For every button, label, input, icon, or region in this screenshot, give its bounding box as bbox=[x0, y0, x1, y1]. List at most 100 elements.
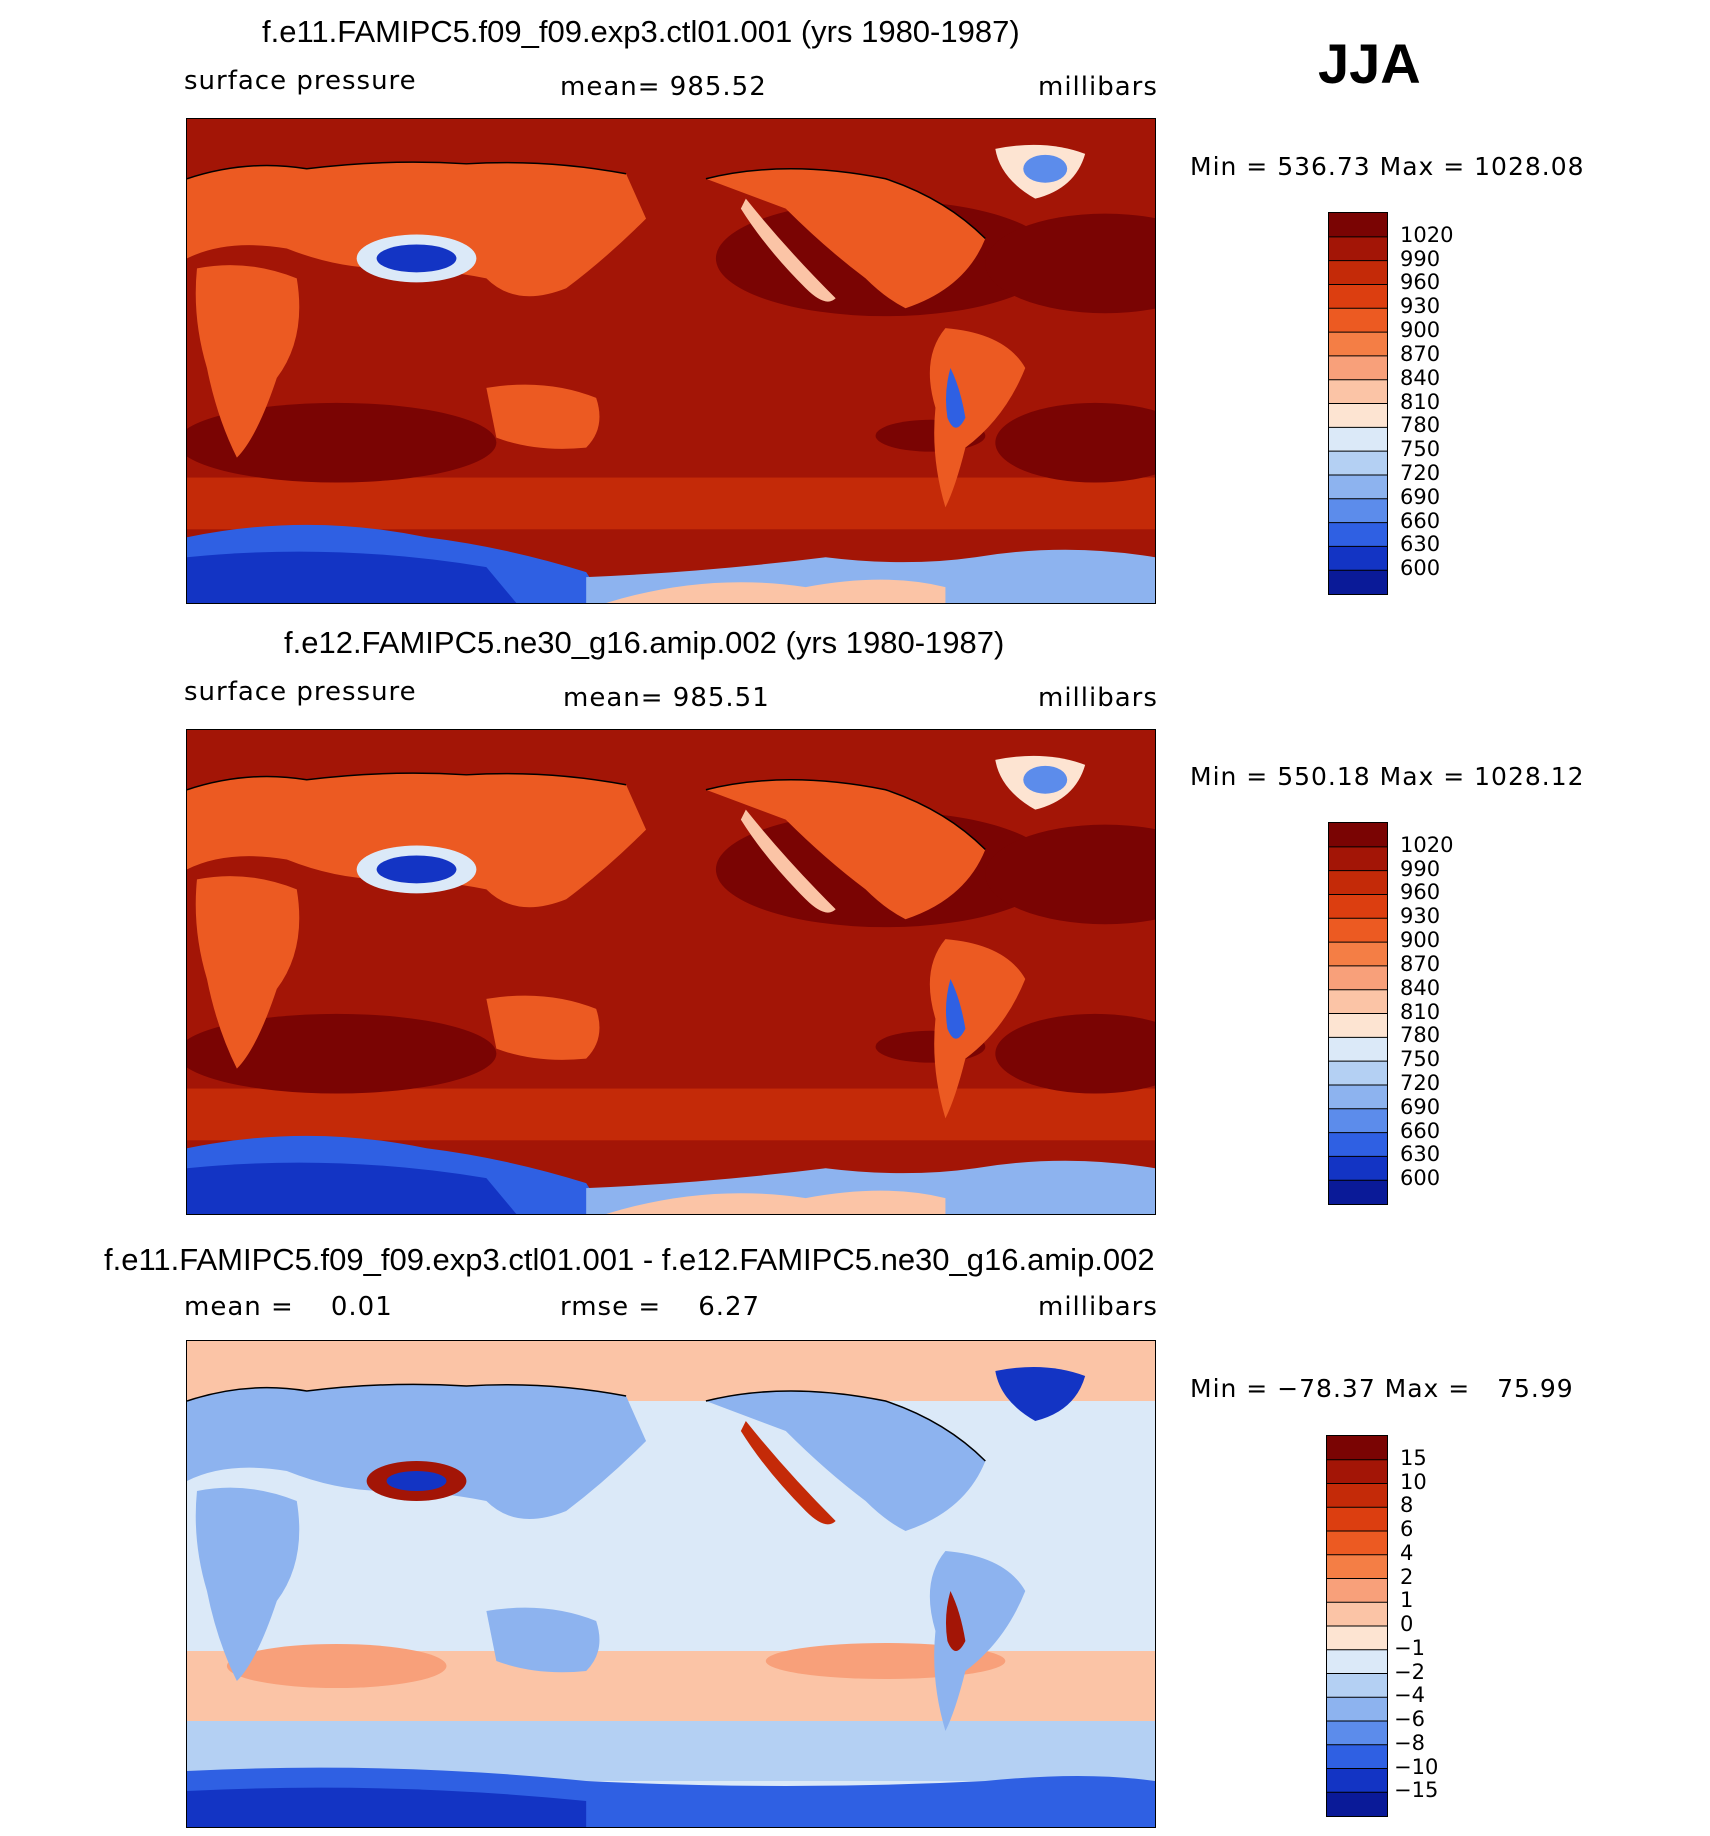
colorbar-swatch bbox=[1327, 1744, 1387, 1769]
colorbar-swatch bbox=[1327, 1697, 1387, 1722]
antarctica-deep bbox=[187, 1162, 517, 1214]
colorbar-tick-label: 900 bbox=[1400, 318, 1441, 343]
colorbar-tick-label: 690 bbox=[1400, 1094, 1441, 1119]
colorbar-swatch bbox=[1329, 918, 1387, 943]
colorbar-swatch bbox=[1329, 474, 1387, 500]
mean-label: mean= 985.52 bbox=[560, 72, 767, 102]
greenland-land bbox=[995, 1367, 1086, 1421]
colorbar bbox=[1328, 822, 1388, 1205]
north-america-land bbox=[705, 168, 986, 309]
colorbar-swatch bbox=[1329, 1037, 1387, 1062]
colorbar bbox=[1328, 212, 1388, 595]
antarctica-deep bbox=[187, 551, 517, 603]
surface-pressure-map bbox=[186, 729, 1156, 1215]
colorbar-tick-label: 6 bbox=[1400, 1517, 1414, 1541]
colorbar-swatch bbox=[1327, 1507, 1387, 1532]
colorbar-tick-label: 720 bbox=[1400, 460, 1441, 485]
variable-label: surface pressure bbox=[184, 677, 417, 707]
colorbar-tick-label: −2 bbox=[1394, 1659, 1425, 1684]
season-label: JJA bbox=[1318, 32, 1421, 95]
antarctica-deep bbox=[187, 1787, 587, 1827]
colorbar-swatch bbox=[1329, 284, 1387, 309]
surface-pressure-map bbox=[186, 118, 1156, 604]
colorbar-swatch bbox=[1327, 1673, 1387, 1698]
coastline bbox=[187, 1383, 627, 1402]
tibet-plateau-core bbox=[376, 855, 457, 884]
min-max-label: Min = −78.37 Max = 75.99 bbox=[1190, 1374, 1574, 1403]
colorbar-swatch bbox=[1327, 1721, 1387, 1746]
variable-label: surface pressure bbox=[184, 66, 417, 96]
min-max-label: Min = 550.18 Max = 1028.12 bbox=[1190, 762, 1585, 791]
units-label: millibars bbox=[1038, 72, 1158, 102]
mean-label: mean= 985.51 bbox=[563, 683, 770, 713]
colorbar-tick-label: 810 bbox=[1400, 389, 1441, 414]
coastline bbox=[705, 168, 986, 240]
colorbar-tick-label: 930 bbox=[1400, 904, 1441, 929]
colorbar-swatch bbox=[1329, 403, 1387, 428]
colorbar-tick-label: 660 bbox=[1400, 1118, 1441, 1143]
colorbar-swatch bbox=[1327, 1626, 1387, 1651]
antarctica-shelf bbox=[606, 579, 946, 603]
colorbar-tick-label: 750 bbox=[1400, 437, 1441, 462]
colorbar-swatch bbox=[1329, 379, 1387, 404]
eurasia-land bbox=[187, 773, 647, 908]
colorbar-swatch bbox=[1329, 1132, 1387, 1157]
colorbar-swatch bbox=[1329, 1013, 1387, 1038]
colorbar-swatch bbox=[1329, 332, 1387, 357]
south-america-land bbox=[929, 328, 1026, 508]
tibet-plateau-core bbox=[376, 244, 457, 273]
australia-land bbox=[486, 995, 600, 1060]
colorbar-tick-label: 960 bbox=[1400, 270, 1441, 295]
colorbar-swatch bbox=[1327, 1578, 1387, 1603]
colorbar-swatch bbox=[1329, 427, 1387, 452]
colorbar-tick-label: −4 bbox=[1394, 1683, 1425, 1708]
colorbar-swatch bbox=[1329, 498, 1387, 524]
colorbar-swatch bbox=[1329, 989, 1387, 1014]
colorbar-swatch bbox=[1327, 1768, 1387, 1793]
colorbar-swatch bbox=[1329, 823, 1387, 848]
africa-land bbox=[195, 876, 300, 1069]
units-label: millibars bbox=[1038, 1292, 1158, 1322]
colorbar-tick-label: 780 bbox=[1400, 413, 1441, 438]
colorbar-swatch bbox=[1327, 1554, 1387, 1579]
colorbar-tick-label: 8 bbox=[1400, 1493, 1414, 1518]
south-atlantic-high bbox=[995, 1013, 1155, 1094]
greenland-ice bbox=[1023, 765, 1068, 794]
tibet-core bbox=[386, 1471, 447, 1491]
colorbar-tick-label: 690 bbox=[1400, 484, 1441, 509]
colorbar-swatch bbox=[1327, 1531, 1387, 1556]
colorbar-swatch bbox=[1329, 894, 1387, 919]
indian-high bbox=[187, 1013, 497, 1094]
coastline bbox=[187, 772, 627, 791]
andes bbox=[945, 367, 966, 428]
south-atlantic-high bbox=[995, 402, 1155, 483]
min-max-label: Min = 536.73 Max = 1028.08 bbox=[1190, 152, 1585, 181]
africa-land bbox=[195, 1487, 300, 1681]
colorbar-tick-label: 900 bbox=[1400, 928, 1441, 953]
colorbar-swatch bbox=[1327, 1649, 1387, 1674]
coastline bbox=[187, 161, 627, 180]
colorbar-swatch bbox=[1329, 1061, 1387, 1086]
rockies bbox=[740, 198, 836, 302]
indian-high bbox=[187, 402, 497, 483]
colorbar-swatch bbox=[1329, 236, 1387, 262]
colorbar-tick-label: −10 bbox=[1394, 1754, 1439, 1779]
colorbar-swatch bbox=[1327, 1436, 1387, 1461]
colorbar-swatch bbox=[1329, 213, 1387, 238]
atlantic-high bbox=[985, 213, 1155, 314]
africa-land bbox=[195, 265, 300, 458]
colorbar-tick-label: 600 bbox=[1400, 1166, 1441, 1191]
panel-title: f.e11.FAMIPC5.f09_f09.exp3.ctl01.001 - f… bbox=[104, 1242, 1155, 1277]
south-america-land bbox=[929, 1551, 1026, 1731]
north-america-land bbox=[705, 1391, 986, 1531]
panel-title: f.e11.FAMIPC5.f09_f09.exp3.ctl01.001 (yr… bbox=[262, 14, 1020, 49]
colorbar-tick-label: −15 bbox=[1394, 1778, 1439, 1803]
south-america-land bbox=[929, 939, 1026, 1119]
colorbar-tick-label: 840 bbox=[1400, 975, 1441, 1000]
colorbar-swatch bbox=[1329, 355, 1387, 381]
colorbar-tick-label: 1 bbox=[1400, 1588, 1414, 1613]
colorbar-tick-label: 870 bbox=[1400, 951, 1441, 976]
colorbar-tick-label: −1 bbox=[1394, 1635, 1425, 1660]
colorbar-swatch bbox=[1327, 1459, 1387, 1484]
colorbar bbox=[1326, 1435, 1388, 1817]
